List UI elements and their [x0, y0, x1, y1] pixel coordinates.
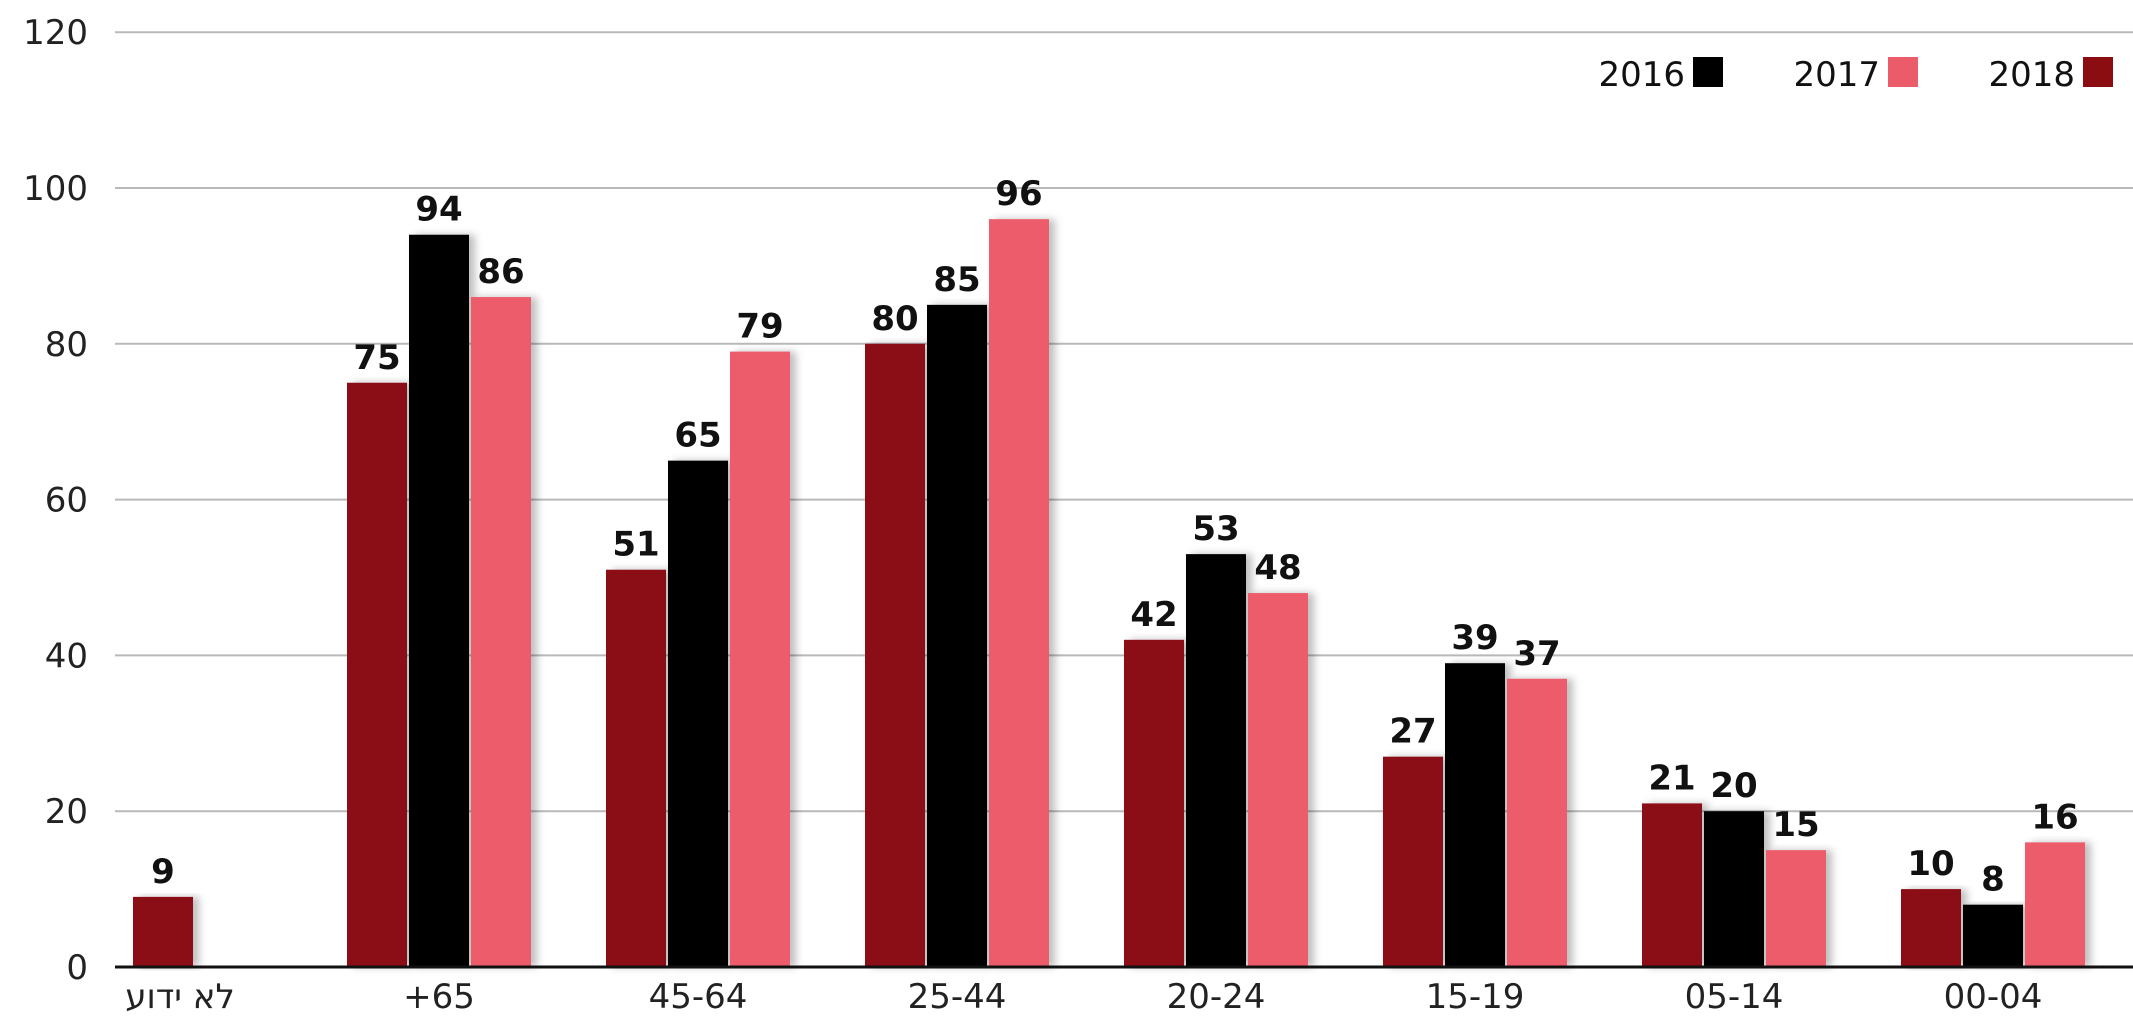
bar-2016-2 — [668, 460, 728, 967]
bar-2018-6 — [1642, 803, 1702, 967]
bar-2016-1 — [409, 234, 469, 968]
bar-2016-3 — [927, 304, 987, 968]
data-label-2018-7: 10 — [1907, 844, 1954, 884]
bar-2018-1 — [347, 382, 407, 967]
y-tick-label-40: 40 — [45, 636, 88, 676]
x-tick-label-0: לא ידוע — [125, 977, 235, 1017]
bar-2018-3 — [865, 343, 925, 967]
data-label-2016-7: 8 — [1981, 860, 2005, 900]
data-label-2016-3: 85 — [933, 260, 980, 300]
bar-2017-1 — [471, 297, 531, 967]
data-label-2017-6: 15 — [1772, 805, 1819, 845]
bar-2016-4 — [1186, 554, 1246, 967]
bar-2017-3 — [989, 219, 1049, 967]
y-tick-label-20: 20 — [45, 792, 88, 832]
x-tick-label-3: 25-44 — [908, 977, 1007, 1017]
data-label-2016-1: 94 — [415, 190, 462, 230]
data-labels: 9 75 94 86 51 65 79 80 85 96 42 53 48 27 39 37 21 20 15 10 8… — [151, 174, 2079, 900]
x-tick-label-2: 45-64 — [649, 977, 748, 1017]
data-label-2018-4: 42 — [1130, 595, 1177, 635]
data-label-2016-5: 39 — [1451, 618, 1498, 658]
legend-label-2017: 2017 — [1793, 55, 1880, 95]
data-label-2018-6: 21 — [1648, 758, 1695, 798]
x-tick-label-7: 00-04 — [1944, 977, 2043, 1017]
data-label-2018-3: 80 — [871, 299, 918, 339]
data-label-2018-5: 27 — [1389, 712, 1436, 752]
legend-swatch-2017 — [1888, 57, 1918, 87]
data-label-2016-6: 20 — [1710, 766, 1757, 806]
data-label-2018-0: 9 — [151, 852, 175, 892]
bar-2018-0 — [133, 896, 193, 967]
data-label-2017-2: 79 — [736, 307, 783, 347]
y-tick-label-100: 100 — [23, 169, 88, 209]
data-label-2017-4: 48 — [1254, 548, 1301, 588]
legend-swatch-2018 — [2083, 57, 2113, 87]
bar-2017-2 — [730, 351, 790, 968]
bar-2016-7 — [1963, 904, 2023, 967]
data-label-2018-2: 51 — [612, 525, 659, 565]
bar-2017-7 — [2025, 842, 2085, 967]
data-label-2017-1: 86 — [477, 252, 524, 292]
bar-2016-5 — [1445, 663, 1505, 967]
bar-2018-7 — [1901, 889, 1961, 967]
legend-label-2016: 2016 — [1598, 55, 1685, 95]
legend-label-2018: 2018 — [1988, 55, 2075, 95]
bar-2017-4 — [1248, 593, 1308, 967]
x-tick-label-5: 15-19 — [1426, 977, 1525, 1017]
y-axis-ticks: 0 20 40 60 80 100 120 — [23, 13, 88, 988]
x-tick-label-6: 05-14 — [1685, 977, 1784, 1017]
data-label-2017-5: 37 — [1513, 634, 1560, 674]
bar-2018-5 — [1383, 756, 1443, 967]
bar-2016-6 — [1704, 811, 1764, 967]
bar-2017-6 — [1766, 850, 1826, 967]
data-label-2018-1: 75 — [353, 338, 400, 378]
x-axis: לא ידוע +65 45-64 25-44 20-24 15-19 05-14 00-04 — [115, 965, 2133, 1017]
y-tick-label-120: 120 — [23, 13, 88, 53]
y-tick-label-0: 0 — [66, 948, 88, 988]
bar-2018-4 — [1124, 639, 1184, 967]
bar-2018-2 — [606, 569, 666, 967]
data-label-2016-4: 53 — [1192, 509, 1239, 549]
x-tick-label-1: +65 — [403, 977, 475, 1017]
data-label-2017-3: 96 — [995, 174, 1042, 214]
data-label-2017-7: 16 — [2031, 797, 2078, 837]
bars — [133, 219, 2085, 968]
y-tick-label-60: 60 — [45, 481, 88, 521]
bar-2017-5 — [1507, 678, 1567, 967]
legend: 2016 2017 2018 — [1598, 55, 2113, 95]
data-label-2016-2: 65 — [674, 416, 721, 456]
x-tick-label-4: 20-24 — [1167, 977, 1266, 1017]
legend-swatch-2016 — [1693, 57, 1723, 87]
y-tick-label-80: 80 — [45, 325, 88, 365]
